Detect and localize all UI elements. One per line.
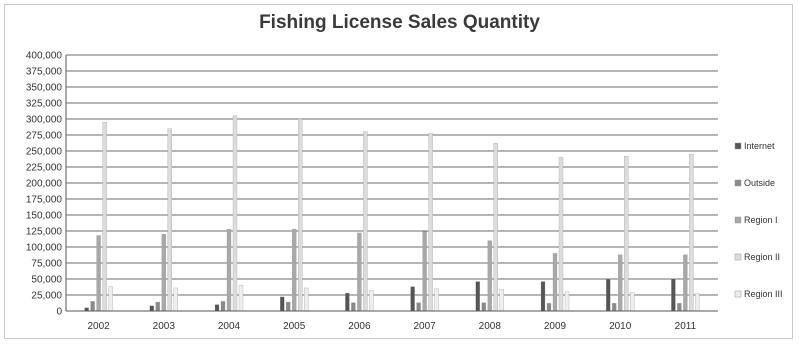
y-tick-label: 100,000: [26, 243, 63, 254]
bar: [552, 253, 558, 312]
bar: [493, 143, 498, 312]
bar: [499, 289, 504, 312]
x-tick-label: 2009: [544, 321, 567, 332]
bar: [357, 232, 362, 312]
bar: [102, 122, 107, 312]
bar: [167, 128, 172, 312]
y-tick-label: 0: [56, 307, 62, 318]
y-tick-label: 350,000: [26, 83, 63, 94]
bar: [90, 301, 95, 312]
bar: [345, 292, 350, 312]
x-tick-label: 2010: [609, 321, 632, 332]
bar: [226, 228, 232, 312]
legend-swatch: [734, 142, 742, 150]
bar: [149, 305, 154, 312]
bar: [351, 302, 356, 312]
x-tick-label: 2005: [283, 321, 306, 332]
y-tick-label: 400,000: [26, 51, 63, 62]
bar: [671, 278, 676, 312]
legend-label: Region II: [744, 252, 780, 262]
bar: [564, 291, 570, 312]
y-tick-label: 250,000: [26, 147, 63, 158]
y-tick-label: 150,000: [26, 211, 63, 222]
bar: [428, 132, 433, 312]
bar: [624, 155, 629, 312]
legend-label: Internet: [744, 141, 775, 151]
y-tick-label: 75,000: [31, 259, 62, 270]
bar: [410, 286, 415, 312]
y-tick-label: 275,000: [26, 131, 63, 142]
chart-frame: [4, 4, 793, 339]
axes: [65, 55, 718, 312]
legend-swatch: [734, 253, 742, 261]
y-tick-label: 300,000: [26, 115, 63, 126]
bar: [606, 278, 611, 312]
bar: [363, 131, 368, 312]
bar: [304, 287, 309, 312]
bar: [292, 228, 297, 312]
bar: [238, 285, 244, 312]
y-tick-label: 225,000: [26, 163, 63, 174]
y-axis-tick-labels: 0 25,000 50,000 75,000 100,000 125,000 150,000…: [26, 51, 63, 318]
y-tick-label: 125,000: [26, 227, 63, 238]
bar: [689, 154, 694, 312]
x-tick-label: 2004: [218, 321, 241, 332]
bar: [618, 254, 623, 312]
bar: [416, 302, 421, 312]
bars: [84, 115, 700, 312]
bar: [695, 292, 700, 312]
bar: [214, 304, 220, 312]
x-axis-tick-labels: 2002 2003 2004 2005 2006 2007 2008 2009 2010 2011: [87, 321, 696, 332]
bar: [481, 302, 486, 312]
bar: [677, 303, 682, 312]
bar: [546, 303, 552, 312]
chart-title: Fishing License Sales Quantity: [259, 12, 540, 33]
bar: [161, 234, 166, 312]
bar: [280, 296, 285, 312]
legend-swatch: [734, 179, 742, 187]
x-tick-label: 2008: [479, 321, 502, 332]
bar: [96, 235, 101, 312]
y-tick-label: 175,000: [26, 195, 63, 206]
bar: [286, 301, 291, 312]
bar: [173, 287, 178, 312]
bar: [298, 118, 303, 312]
legend-swatch: [734, 216, 742, 224]
bar: [630, 292, 635, 312]
x-tick-label: 2006: [348, 321, 371, 332]
y-tick-label: 50,000: [31, 275, 62, 286]
legend-label: Region III: [744, 289, 783, 299]
y-tick-label: 375,000: [26, 67, 63, 78]
bar: [612, 303, 617, 312]
legend-label: Region I: [744, 215, 778, 225]
y-tick-label: 25,000: [31, 291, 62, 302]
x-tick-label: 2002: [87, 321, 110, 332]
bar: [220, 301, 226, 312]
legend-label: Outside: [744, 178, 775, 188]
bar: [475, 281, 480, 312]
y-tick-label: 325,000: [26, 99, 63, 110]
bar: [683, 254, 688, 312]
legend-swatch: [734, 290, 742, 298]
bar: [422, 231, 427, 312]
x-tick-label: 2011: [675, 321, 697, 332]
x-tick-label: 2007: [413, 321, 436, 332]
legend: Internet Outside Region I Region II Region I…: [734, 141, 783, 299]
bar: [108, 286, 113, 312]
bar: [155, 301, 160, 312]
y-tick-label: 200,000: [26, 179, 63, 190]
bar: [487, 240, 492, 312]
bar: [558, 157, 564, 312]
bar: [540, 281, 546, 312]
gridlines: [66, 54, 718, 296]
bar: [434, 288, 439, 312]
bar: [369, 290, 374, 312]
x-tick-label: 2003: [153, 321, 176, 332]
bar: [232, 115, 238, 312]
